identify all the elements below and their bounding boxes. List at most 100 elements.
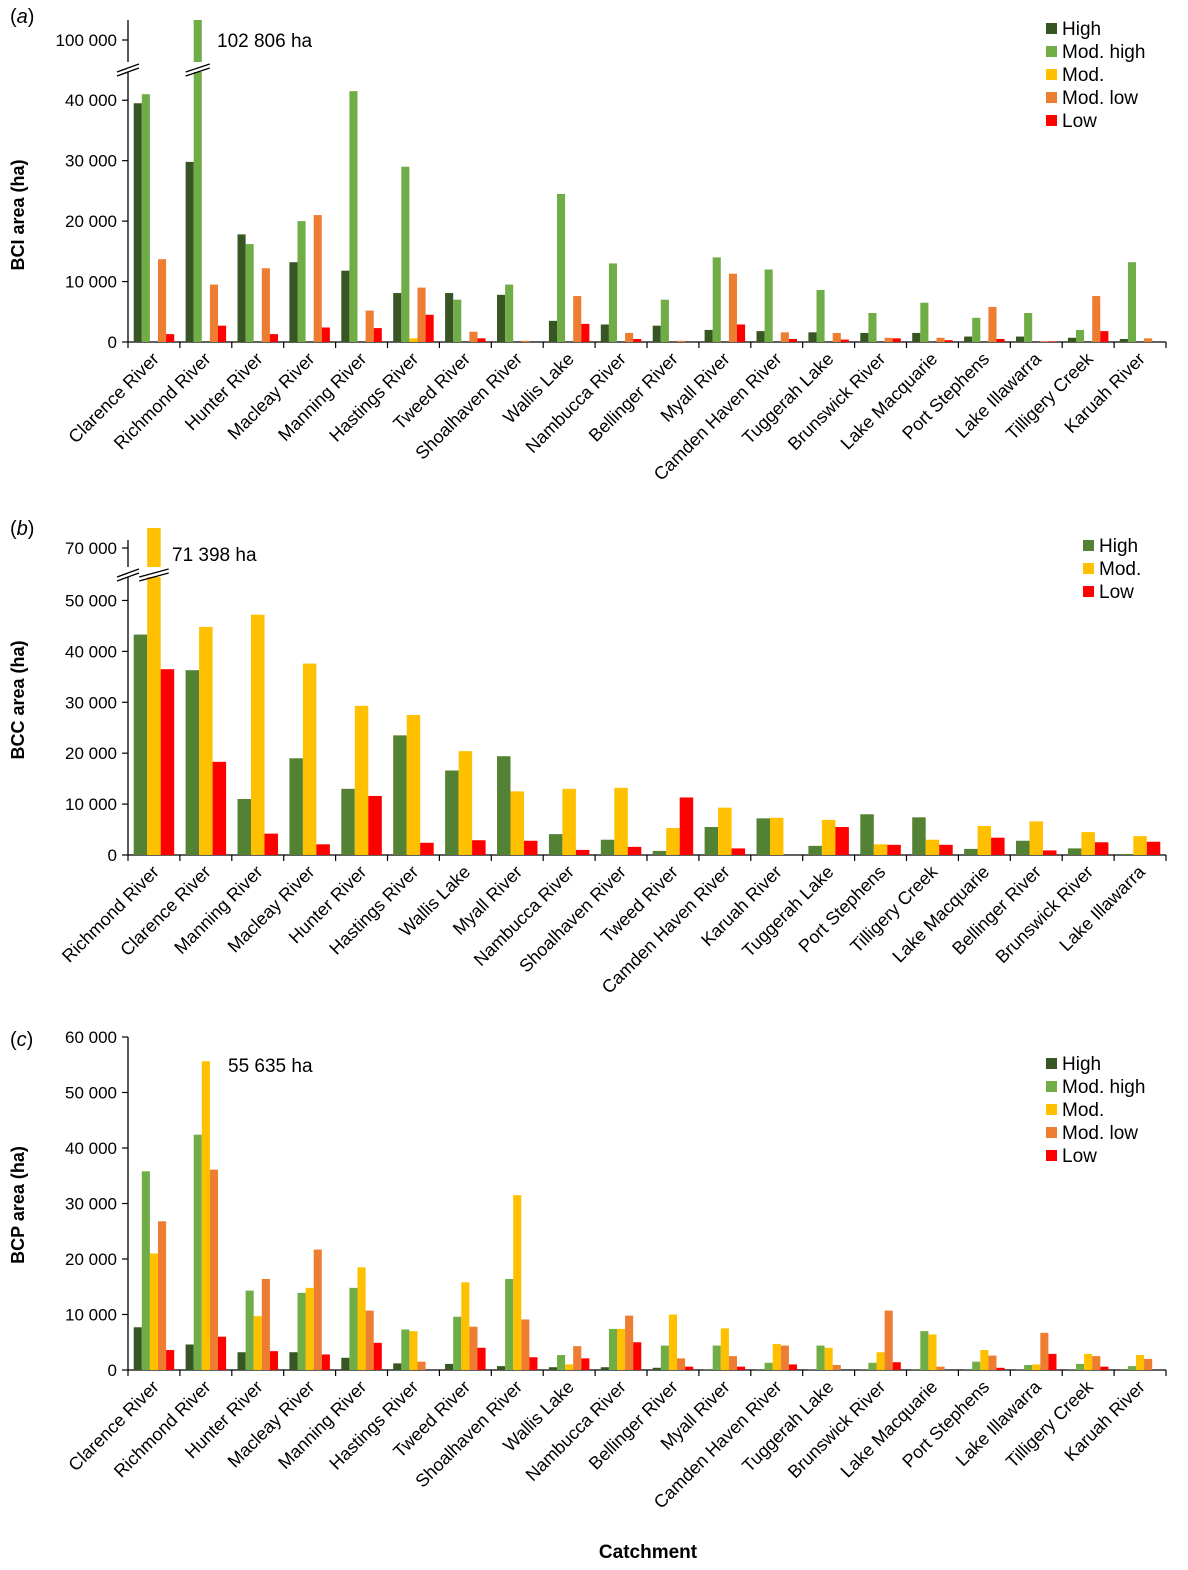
bar-mod-low-hastings-river <box>417 287 426 342</box>
bar-mod-low-shoalhaven-river <box>521 1319 530 1370</box>
bar-mod-low-karuah-river <box>1144 338 1153 342</box>
bar-mod-low-wallis-lake <box>573 1346 582 1370</box>
bar-high-myall-river <box>704 1369 713 1370</box>
bar-low-tuggerah-lake <box>840 339 849 342</box>
bar-high-hunter-river <box>237 234 246 342</box>
category-label: Bellinger River <box>585 1377 682 1474</box>
bar-low-port-stephens <box>996 1367 1005 1370</box>
bar-mod-low-hastings-river <box>417 1361 426 1370</box>
bar-high-brunswick-river <box>860 332 869 342</box>
bar-high-richmond-river <box>185 1344 194 1370</box>
bar-high-karuah-river <box>1119 338 1128 342</box>
bar-mod-low-hunter-river <box>261 1278 270 1370</box>
bar-mod-low-lake-illawarra <box>1040 341 1049 342</box>
bar-mod-low-lake-macquarie <box>936 337 945 342</box>
category-label: Hastings River <box>325 1377 422 1474</box>
bar-mod-brunswick-river <box>876 1352 885 1370</box>
y-tick-label: 40 000 <box>65 1139 117 1158</box>
bar-high-brunswick-river <box>860 1369 869 1370</box>
bar-low-brunswick-river <box>892 338 901 342</box>
bar-mod-hastings-river <box>409 338 418 342</box>
bar-mod-lake-illawarra <box>1032 1364 1041 1370</box>
bar-mod-high-lake-macquarie <box>920 302 929 342</box>
bar-low-tweed-river <box>477 338 486 342</box>
bar-mod-high-port-stephens <box>972 317 981 342</box>
category-label: Bellinger River <box>585 349 682 446</box>
bar-mod-low-tuggerah-lake <box>832 332 841 342</box>
bar-high-macleay-river <box>289 262 298 342</box>
legend-label-low: Low <box>1062 1146 1097 1167</box>
bar-mod-low-camden-haven-river <box>780 1345 789 1370</box>
bar-high-hunter-river <box>341 788 355 855</box>
bar-low-nambucca-river <box>633 1342 642 1370</box>
bar-low-manning-river <box>373 328 382 342</box>
bar-mod-high-lake-macquarie <box>920 1331 929 1370</box>
bar-mod-low-macleay-river <box>313 1249 322 1370</box>
panel-label: (a) <box>10 6 34 28</box>
bar-mod-high-nambucca-river <box>608 263 618 342</box>
bar-mod-high-tilligery-creek <box>1076 329 1085 342</box>
legend-swatch-low <box>1046 1150 1057 1161</box>
bar-high-tilligery-creek <box>1067 1369 1077 1370</box>
legend-label-low: Low <box>1062 111 1097 132</box>
category-label: Clarence River <box>116 862 214 960</box>
bar-low-tweed-river <box>679 797 694 855</box>
bar-low-lake-macquarie <box>991 837 1005 855</box>
bar-low-brunswick-river <box>1094 842 1109 855</box>
bar-mod-low-manning-river <box>365 1310 374 1370</box>
legend-swatch-low <box>1083 586 1094 597</box>
legend-label-mod-high: Mod. high <box>1062 42 1145 63</box>
category-label: Tuggerah Lake <box>738 1377 837 1476</box>
bar-mod-tweed-river <box>461 1282 470 1370</box>
y-tick-label: 30 000 <box>65 1195 117 1214</box>
bar-low-lake-illawarra <box>1048 1353 1057 1370</box>
bar-high-tuggerah-lake <box>808 332 817 342</box>
bar-low-hastings-river <box>420 842 434 855</box>
y-tick-label: 20 000 <box>65 212 117 231</box>
y-axis-label: BCP area (ha) <box>8 1146 28 1264</box>
bar-high-lake-illawarra <box>1119 853 1134 855</box>
bar-low-brunswick-river <box>892 1362 901 1370</box>
bar-low-camden-haven-river <box>731 848 746 855</box>
bar-low-nambucca-river <box>633 338 642 342</box>
bar-low-shoalhaven-river <box>627 846 642 855</box>
bar-mod-high-myall-river <box>712 257 721 342</box>
bar-mod-hunter-river <box>253 1316 262 1370</box>
bar-mod-high-clarence-river <box>141 1171 150 1370</box>
bar-break-mark <box>139 568 169 578</box>
bar-mod-low-tweed-river <box>469 1326 478 1370</box>
bar-mod-high-manning-river <box>349 1287 358 1370</box>
y-axis-label: BCC area (ha) <box>8 640 28 759</box>
bar-high-nambucca-river <box>548 834 563 855</box>
bar-low-hunter-river <box>269 334 278 342</box>
bar-mod-low-tilligery-creek <box>1092 1356 1101 1370</box>
bar-break-mark <box>185 63 211 73</box>
bar-high-tweed-river <box>445 293 454 342</box>
bar-mod-high-bellinger-river <box>660 299 669 342</box>
bar-mod-high-myall-river <box>712 1345 721 1370</box>
bar-mod-low-myall-river <box>728 273 737 342</box>
y-tick-label: 40 000 <box>65 91 117 110</box>
bar-mod-high-brunswick-river <box>868 312 877 342</box>
bar-mod-low-karuah-river <box>1144 1358 1153 1370</box>
bar-low-clarence-river <box>166 1350 175 1370</box>
bar-high-camden-haven-river <box>704 827 719 855</box>
bar-mod-high-shoalhaven-river <box>505 1278 514 1370</box>
bar-mod-high-macleay-river <box>297 1292 306 1370</box>
y-tick-label: 30 000 <box>65 693 117 712</box>
bar-high-brunswick-river <box>1067 848 1082 855</box>
bar-high-manning-river <box>237 799 252 855</box>
legend-label-high: High <box>1062 19 1101 40</box>
bar-mod-richmond-river <box>147 528 161 855</box>
bar-low-tuggerah-lake <box>835 827 849 855</box>
bar-mod-karuah-river <box>1136 1355 1145 1370</box>
bar-high-bellinger-river <box>652 1367 661 1370</box>
y-tick-label: 40 000 <box>65 642 117 661</box>
bar-low-tilligery-creek <box>1100 1366 1109 1370</box>
bar-mod-shoalhaven-river <box>513 1195 522 1370</box>
bar-mod-high-nambucca-river <box>608 1328 618 1370</box>
bar-mod-tilligery-creek <box>925 839 940 855</box>
bar-mod-clarence-river <box>199 626 213 855</box>
y-tick-label: 20 000 <box>65 744 117 763</box>
bar-high-shoalhaven-river <box>600 839 615 855</box>
